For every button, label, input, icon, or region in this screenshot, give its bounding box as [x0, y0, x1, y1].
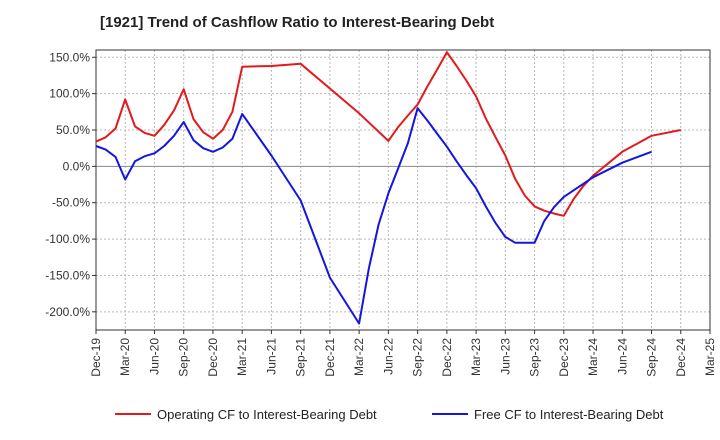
x-tick-label: Jun-24 — [615, 338, 629, 375]
x-tick-label: Jun-21 — [264, 338, 278, 375]
x-tick-label: Mar-24 — [586, 338, 600, 376]
x-tick-label: Dec-22 — [440, 338, 454, 377]
x-tick-label: Jun-20 — [147, 338, 161, 375]
y-tick-label: 0.0% — [63, 159, 91, 173]
x-tick-label: Jun-23 — [498, 338, 512, 375]
x-tick-label: Mar-21 — [235, 338, 249, 376]
x-tick-label: Jun-22 — [381, 338, 395, 375]
x-tick-label: Mar-20 — [118, 338, 132, 376]
x-tick-label: Dec-23 — [557, 338, 571, 377]
y-tick-label: 50.0% — [56, 123, 90, 137]
x-tick-label: Dec-21 — [323, 338, 337, 377]
x-tick-label: Dec-19 — [89, 338, 103, 377]
x-tick-label: Dec-24 — [674, 338, 688, 377]
y-tick-label: 150.0% — [49, 50, 90, 64]
x-tick-label: Sep-24 — [645, 338, 659, 377]
y-tick-label: -150.0% — [45, 268, 90, 282]
x-tick-label: Sep-23 — [528, 338, 542, 377]
legend-label: Free CF to Interest-Bearing Debt — [474, 407, 664, 422]
y-tick-label: -50.0% — [52, 196, 90, 210]
x-tick-label: Mar-25 — [703, 338, 717, 376]
x-tick-label: Sep-20 — [177, 338, 191, 377]
x-tick-label: Sep-22 — [411, 338, 425, 377]
x-tick-label: Mar-22 — [352, 338, 366, 376]
y-tick-label: -200.0% — [45, 305, 90, 319]
y-tick-label: -100.0% — [45, 232, 90, 246]
plot-frame — [95, 49, 711, 331]
chart-title: [1921] Trend of Cashflow Ratio to Intere… — [100, 14, 495, 31]
x-tick-label: Sep-21 — [294, 338, 308, 377]
free-cf-line — [95, 107, 652, 325]
legend-label: Operating CF to Interest-Bearing Debt — [157, 407, 377, 422]
x-tick-label: Dec-20 — [206, 338, 220, 377]
x-tick-label: Mar-23 — [469, 338, 483, 376]
y-tick-label: 100.0% — [49, 87, 90, 101]
